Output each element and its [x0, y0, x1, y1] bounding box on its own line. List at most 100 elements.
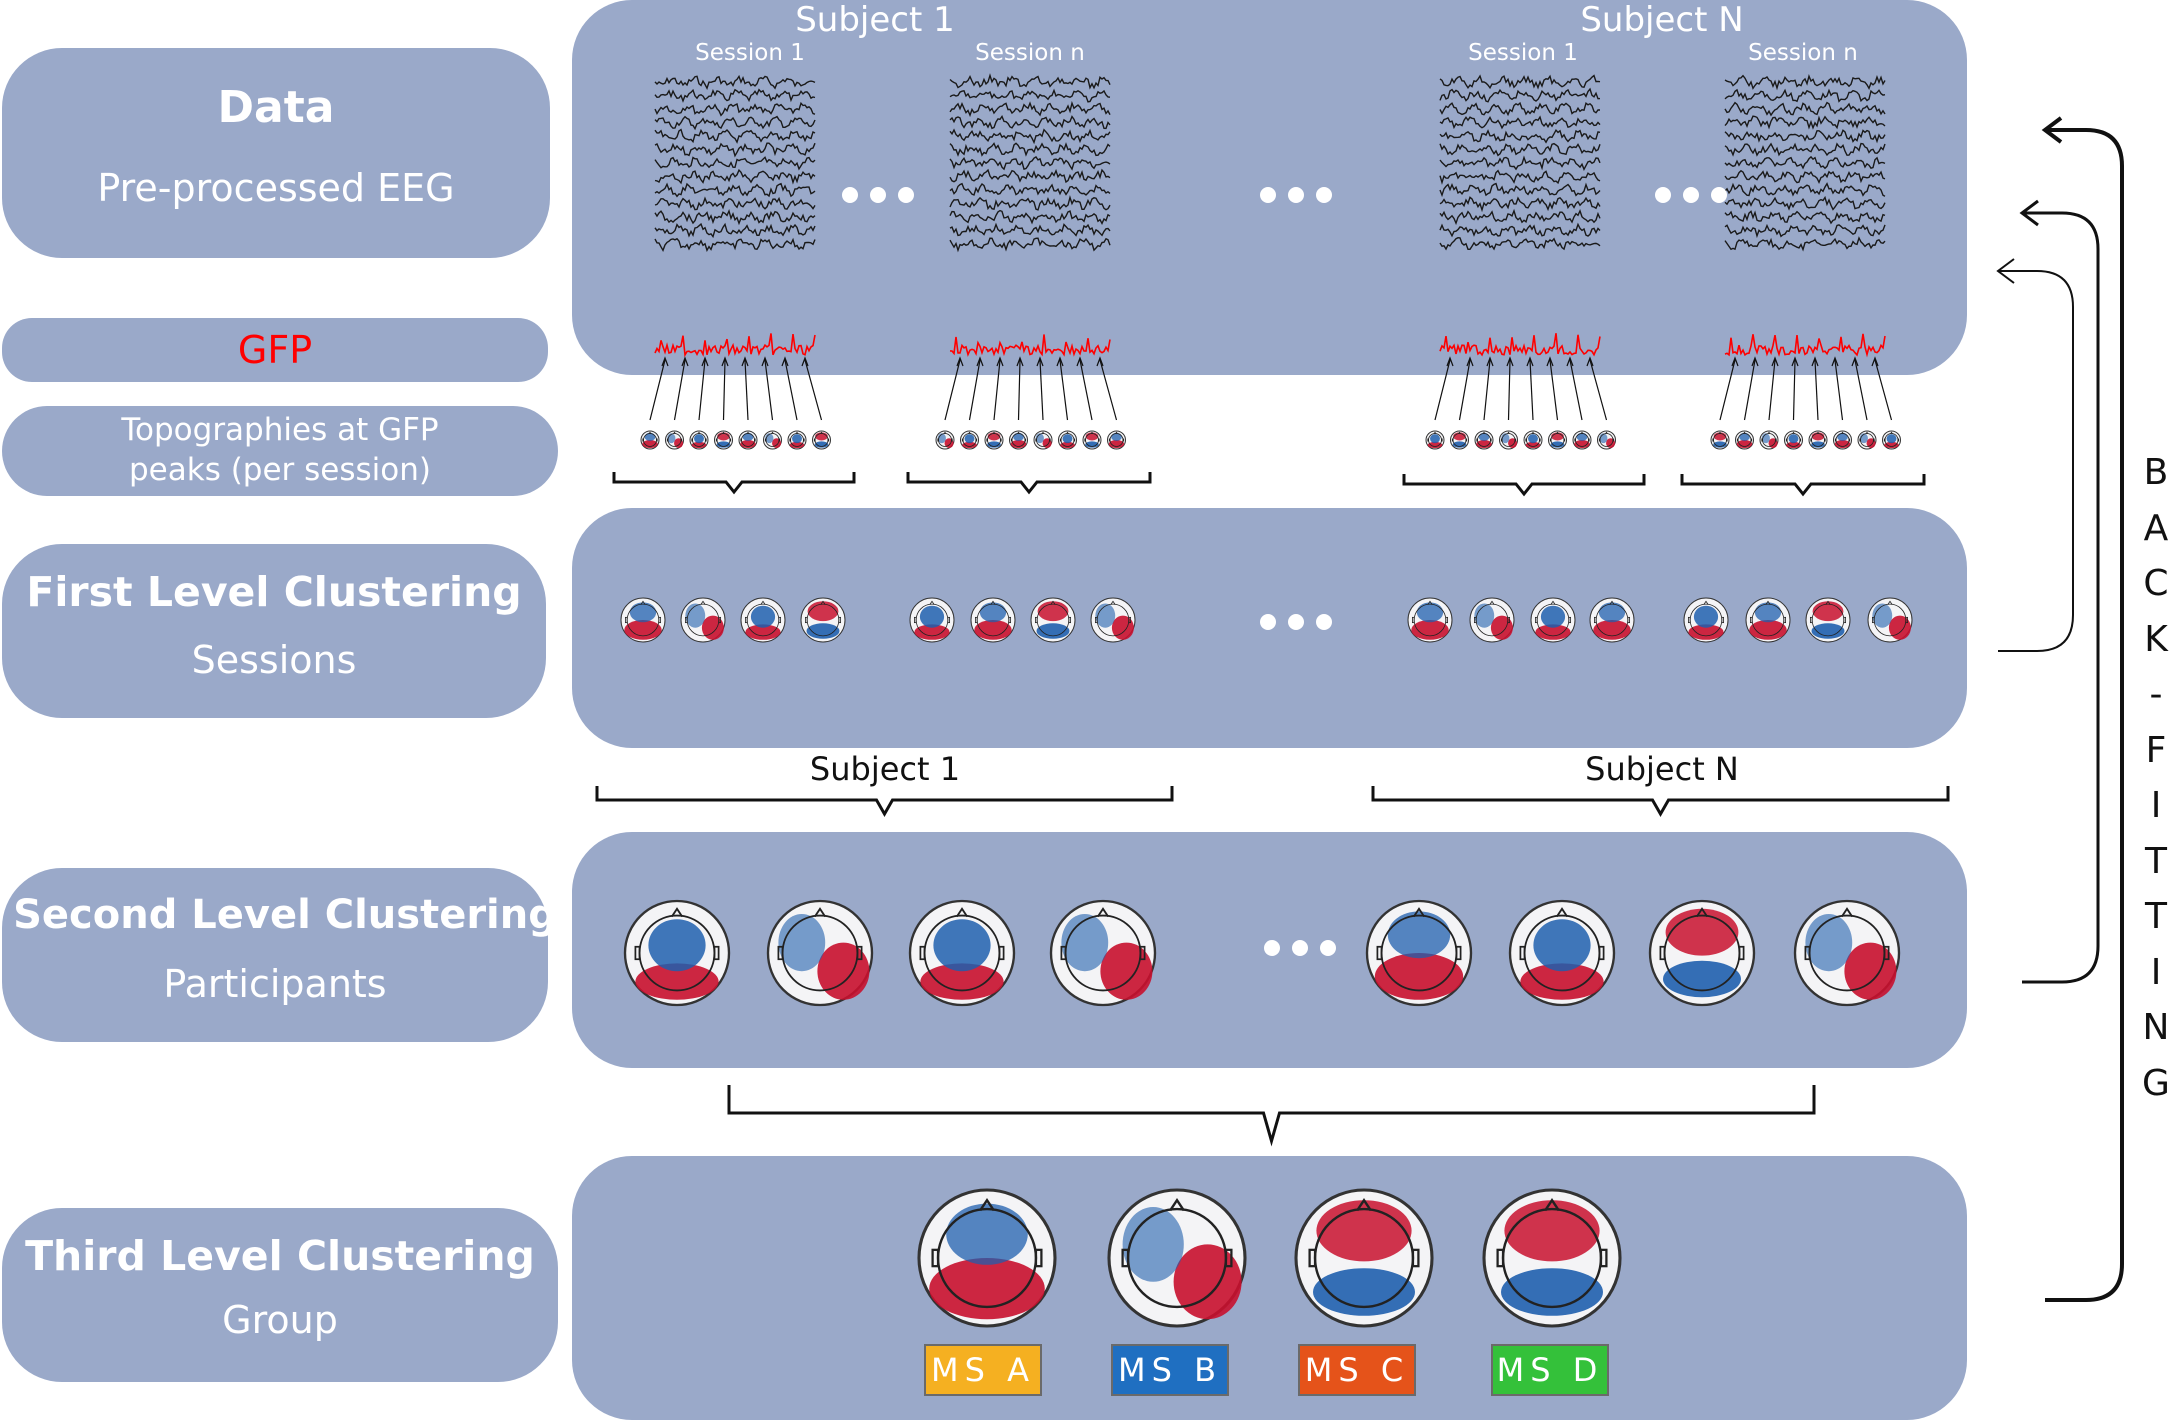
topo-arrowhead [1036, 356, 1044, 367]
eeg-trace [654, 88, 816, 103]
ellipsis-dot [1320, 940, 1336, 956]
ellipsis-dot [1260, 614, 1276, 630]
eeg-trace [949, 156, 1111, 171]
eeg-trace [1439, 142, 1601, 157]
ellipsis-dot [1260, 187, 1276, 203]
gfp-peak-topomap [787, 430, 807, 450]
eeg-trace [1439, 182, 1601, 198]
ellipsis-dot [1264, 940, 1280, 956]
topo-arrowhead [956, 356, 964, 367]
gfp-peak-topomap [1474, 430, 1494, 450]
ms-b-label: MS B [1111, 1344, 1229, 1396]
session-label: Session 1 [1468, 40, 1578, 66]
topo-arrow [944, 359, 961, 421]
gfp-peak-topomap [738, 430, 758, 450]
gfp-peak-topomap [1548, 430, 1567, 450]
backfitting-letter: T [2145, 896, 2167, 937]
topo-arrow [1719, 359, 1736, 421]
topo-arrow [1458, 359, 1471, 421]
backfitting-letter: K [2144, 618, 2168, 660]
group-microstate-topomap [917, 1188, 1057, 1328]
eeg-trace [1439, 155, 1601, 171]
gfp-trace [1439, 333, 1601, 357]
participant-topomap [908, 899, 1016, 1007]
eeg-trace [654, 128, 816, 144]
topo-arrowhead [1526, 356, 1534, 367]
topo-arrowhead [1486, 356, 1494, 367]
gfp-peak-topomap [984, 430, 1004, 450]
topo-arrow [1814, 359, 1819, 421]
eeg-trace [1439, 87, 1601, 103]
eeg-trace [1439, 74, 1601, 90]
topo-arrowhead [1851, 356, 1859, 367]
topo-arrow [649, 359, 666, 421]
eeg-trace [1439, 208, 1601, 226]
topo-arrowhead [1566, 356, 1574, 367]
ellipsis-dot [870, 187, 886, 203]
eeg-trace [654, 182, 816, 198]
topo-arrowhead [701, 356, 709, 367]
topo-arrow [804, 359, 823, 421]
participant-topomap [1793, 899, 1901, 1007]
eeg-trace [654, 142, 816, 158]
eeg-trace [949, 73, 1111, 90]
eeg-trace [1724, 195, 1886, 211]
subject-bracket [595, 786, 1174, 818]
session-topomap [1805, 597, 1851, 643]
backfit-arrow-participants-head [2019, 199, 2039, 227]
gfp-peak-topomap [689, 430, 709, 450]
topo-arrow [744, 359, 749, 421]
gfp-peak-topomap [1033, 430, 1053, 450]
topo-arrowhead [1446, 356, 1454, 367]
third-level-pill: Third Level Clustering Group [2, 1208, 558, 1382]
eeg-trace [1439, 222, 1601, 238]
gfp-peak-topomap [1572, 430, 1592, 450]
backfitting-letter: A [2143, 507, 2169, 549]
third-level-panel [572, 1156, 1967, 1420]
eeg-trace [1724, 182, 1886, 197]
eeg-trace [654, 168, 816, 185]
backfit-arrow-group-head [2041, 116, 2063, 144]
topo-arrowhead [1466, 356, 1474, 367]
eeg-trace [654, 208, 816, 226]
session-topomap [680, 597, 726, 643]
gfp-peak-topomap [640, 430, 660, 450]
group-microstate-topomap [1482, 1188, 1622, 1328]
eeg-trace [1724, 88, 1886, 103]
eeg-trace [1724, 223, 1886, 239]
backfit-arrow-sessions [1998, 270, 2074, 652]
eeg-trace [1439, 236, 1601, 251]
backfit-arrow-sessions-head [1996, 258, 2015, 284]
gfp-peak-topomap [1499, 430, 1518, 450]
topographies-line1: Topographies at GFP [121, 412, 439, 448]
topo-arrow [1099, 359, 1118, 421]
third-level-subtitle: Group [222, 1298, 338, 1342]
topo-arrowhead [1791, 356, 1799, 367]
session-label: Session 1 [695, 40, 805, 66]
backfitting-letter: I [2150, 785, 2162, 826]
backfitting-letter: C [2143, 563, 2169, 604]
session-topomap [620, 597, 666, 643]
gfp-trace [949, 334, 1111, 357]
gfp-peak-topomap [1009, 430, 1028, 450]
topo-arrow [1507, 359, 1511, 421]
topo-arrow [1768, 359, 1776, 421]
gfp-peak-topomap [1058, 430, 1077, 450]
topo-arrow [722, 359, 726, 421]
session-topomap [970, 597, 1016, 643]
backfit-arrow-participants [2022, 211, 2100, 984]
gfp-title: GFP [237, 328, 313, 372]
backfit-arrow-group [2045, 128, 2124, 1302]
topo-arrow [1589, 359, 1608, 421]
gfp-peak-topomap [1710, 430, 1730, 450]
topo-arrow [1483, 359, 1491, 421]
eeg-trace [1439, 169, 1601, 185]
eeg-trace [654, 196, 816, 211]
topo-arrowhead [1751, 356, 1759, 367]
eeg-trace [949, 88, 1111, 103]
group-microstate-topomap [1107, 1188, 1247, 1328]
topo-arrowhead [1546, 356, 1554, 367]
ellipsis-dot [898, 187, 914, 203]
gfp-peak-topomap [1833, 430, 1852, 450]
gfp-peak-topomap [1523, 430, 1543, 450]
